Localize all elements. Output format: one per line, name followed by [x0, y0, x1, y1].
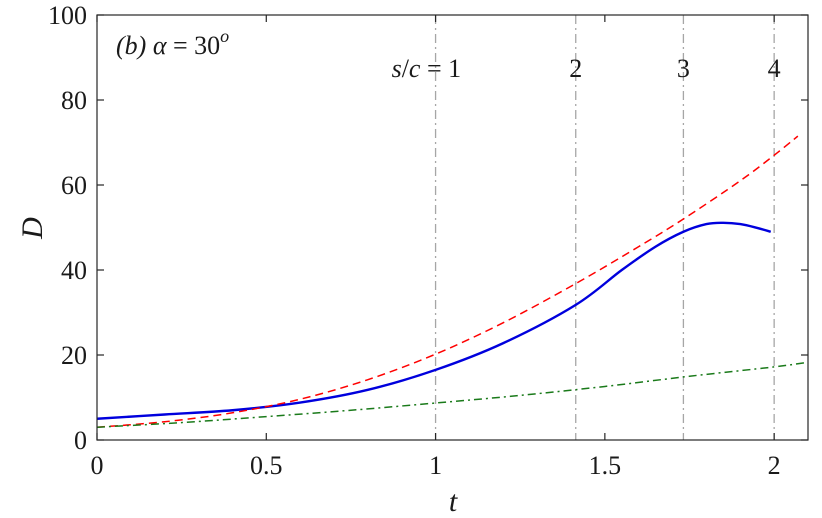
y-tick-label: 0	[74, 426, 87, 455]
y-tick-label: 100	[48, 1, 87, 30]
x-tick-label: 1.5	[589, 451, 622, 480]
x-tick-label: 1	[429, 451, 442, 480]
series-line-dash-dot	[96, 361, 809, 428]
reference-lines	[434, 15, 775, 440]
y-axis-label: D	[16, 217, 49, 240]
x-tick-label: 0	[91, 451, 104, 480]
reference-line-label: s/c = 1	[392, 54, 462, 83]
series-lines	[96, 135, 809, 428]
y-tick-label: 80	[61, 86, 87, 115]
y-tick-label: 20	[61, 341, 87, 370]
reference-line-label: 4	[768, 54, 781, 83]
series-line-dashed	[96, 135, 799, 428]
reference-line-labels: s/c = 1 2 3 4	[392, 54, 781, 83]
panel-label: (b) α = 30o	[116, 26, 229, 60]
reference-line-label: 2	[569, 54, 582, 83]
reference-line-label: 3	[677, 54, 690, 83]
x-tick-label: 2	[768, 451, 781, 480]
axis-ticks	[96, 14, 808, 441]
x-axis-label: t	[449, 485, 458, 518]
y-tick-label: 60	[61, 171, 87, 200]
x-tick-label: 0.5	[250, 451, 283, 480]
plot-frame	[96, 14, 809, 441]
series-line-solid	[96, 221, 772, 420]
y-tick-label: 40	[61, 256, 87, 285]
